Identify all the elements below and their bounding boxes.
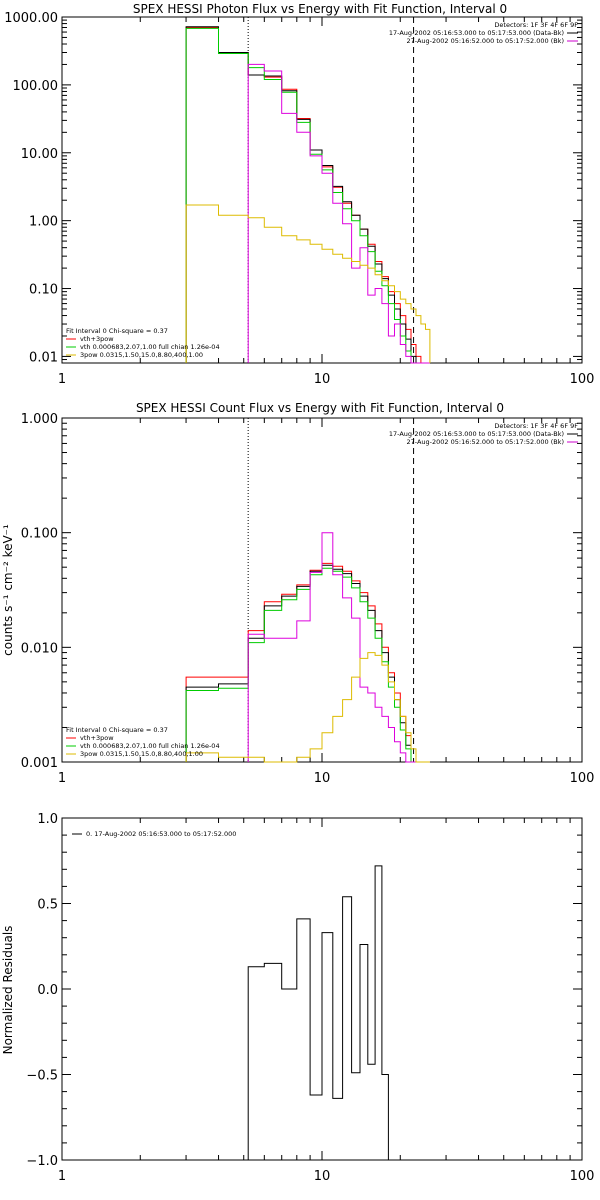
photon-flux-x-tick-label: 1 bbox=[58, 372, 66, 387]
photon-flux-x-tick-label: 100 bbox=[570, 372, 595, 387]
count-flux-y-tick-label: 0.100 bbox=[21, 527, 58, 542]
photon-flux-y-tick-label: 0.01 bbox=[29, 350, 58, 365]
photon-flux-plot-frame bbox=[61, 16, 583, 364]
count-flux-fit-legend-title: Fit Interval 0 Chi-square = 0.37 bbox=[66, 726, 168, 734]
photon-flux-series-1 bbox=[185, 26, 430, 364]
residuals-x-tick-label: 10 bbox=[314, 1169, 331, 1184]
residuals-panel: Normalized Residuals 1 10 100 −1.0 −0.5 0.0 0.… bbox=[1, 812, 594, 1184]
photon-flux-y-tick-label: 1.00 bbox=[29, 215, 58, 230]
count-flux-x-tick-label: 100 bbox=[570, 771, 595, 786]
residuals-series-0 bbox=[247, 865, 389, 1160]
count-flux-panel: SPEX HESSI Count Flux vs Energy with Fit… bbox=[1, 401, 594, 786]
photon-flux-y-tick-label: 1000.00 bbox=[4, 11, 58, 26]
photon-flux-panel: SPEX HESSI Photon Flux vs Energy with Fi… bbox=[4, 2, 594, 387]
count-flux-y-tick-label: 0.001 bbox=[21, 756, 58, 771]
residuals-y-tick-label: 0.0 bbox=[37, 983, 58, 998]
photon-flux-fit-legend-title: Fit Interval 0 Chi-square = 0.37 bbox=[66, 327, 168, 335]
count-flux-title: SPEX HESSI Count Flux vs Energy with Fit… bbox=[136, 401, 504, 415]
residuals-legend-entry: 0. 17-Aug-2002 05:16:53.000 to 05:17:52.… bbox=[86, 830, 236, 838]
residuals-y-tick-label: 0.5 bbox=[37, 898, 58, 913]
photon-flux-series-2 bbox=[185, 27, 430, 364]
count-flux-plot-frame bbox=[61, 417, 583, 763]
count-flux-top-legend-entry: 17-Aug-2002 05:16:53.000 to 05:17:53.000… bbox=[389, 430, 564, 438]
photon-flux-series-3 bbox=[247, 63, 430, 364]
photon-flux-top-legend-entry: 17-Aug-2002 05:16:53.000 to 05:17:53.000… bbox=[389, 29, 564, 37]
count-flux-fit-legend-entry: 3pow 0.0315,1.50,15.0,8.80,400,1.00 bbox=[80, 750, 203, 758]
count-flux-ylabel: counts s⁻¹ cm⁻² keV⁻¹ bbox=[1, 524, 15, 656]
photon-flux-fit-legend-entry: vth 0.000683,2.07,1.00 full chian 1.26e-… bbox=[80, 343, 220, 351]
count-flux-series-2 bbox=[185, 567, 430, 763]
photon-flux-series-0 bbox=[185, 27, 430, 364]
residuals-x-tick-label: 100 bbox=[570, 1169, 595, 1184]
count-flux-series-0 bbox=[185, 562, 430, 763]
photon-flux-top-legend-entry: 27-Aug-2002 05:16:52.000 to 05:17:52.000… bbox=[407, 37, 564, 45]
residuals-y-tick-label: −1.0 bbox=[26, 1154, 58, 1169]
count-flux-series-3 bbox=[247, 532, 430, 763]
count-flux-y-tick-label: 1.000 bbox=[21, 412, 58, 427]
photon-flux-detectors-label: Detectors: 1F 3F 4F 6F 9F bbox=[494, 21, 578, 29]
photon-flux-y-tick-label: 100.00 bbox=[13, 79, 59, 94]
count-flux-y-tick-label: 0.010 bbox=[21, 641, 58, 656]
photon-flux-x-tick-label: 10 bbox=[314, 372, 331, 387]
photon-flux-y-tick-label: 10.00 bbox=[21, 147, 58, 162]
count-flux-top-legend-entry: 27-Aug-2002 05:16:52.000 to 05:17:52.000… bbox=[407, 438, 564, 446]
count-flux-series-4 bbox=[185, 652, 430, 763]
count-flux-x-tick-label: 1 bbox=[58, 771, 66, 786]
photon-flux-series-4 bbox=[185, 204, 431, 363]
residuals-y-tick-label: 1.0 bbox=[37, 812, 58, 827]
residuals-x-tick-label: 1 bbox=[58, 1169, 66, 1184]
photon-flux-y-tick-label: 0.10 bbox=[29, 283, 58, 298]
residuals-ylabel: Normalized Residuals bbox=[1, 926, 15, 1055]
count-flux-detectors-label: Detectors: 1F 3F 4F 6F 9F bbox=[494, 422, 578, 430]
count-flux-fit-legend-entry: vth 0.000683,2.07,1.00 full chian 1.26e-… bbox=[80, 742, 220, 750]
photon-flux-title: SPEX HESSI Photon Flux vs Energy with Fi… bbox=[133, 2, 507, 16]
count-flux-x-tick-label: 10 bbox=[314, 771, 331, 786]
count-flux-series-1 bbox=[185, 564, 430, 763]
photon-flux-fit-legend-entry: 3pow 0.0315,1.50,15.0,8.80,400,1.00 bbox=[80, 351, 203, 359]
residuals-y-tick-label: −0.5 bbox=[26, 1069, 58, 1084]
count-flux-fit-legend-entry: vth+3pow bbox=[80, 734, 114, 742]
photon-flux-fit-legend-entry: vth+3pow bbox=[80, 335, 114, 343]
